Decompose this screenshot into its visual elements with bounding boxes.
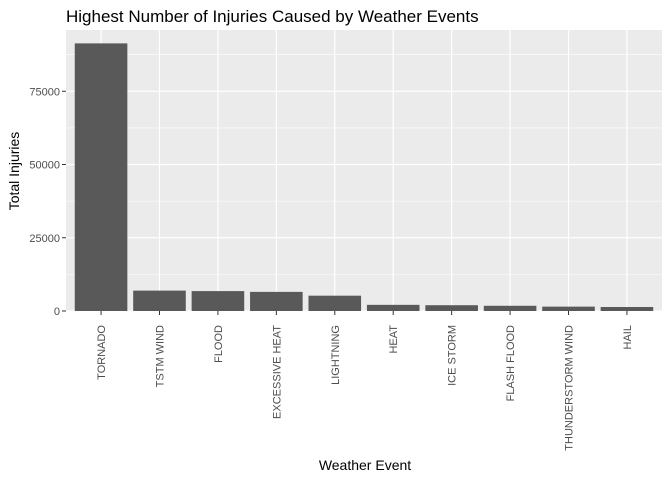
x-tick-label: TSTM WIND xyxy=(154,325,166,387)
y-tick-label: 0 xyxy=(54,306,60,318)
y-axis: 0 25000 50000 75000 xyxy=(29,86,66,318)
x-tick-label: FLOOD xyxy=(213,325,225,363)
chart-title: Highest Number of Injuries Caused by Wea… xyxy=(66,7,479,26)
y-tick-label: 50000 xyxy=(29,160,60,172)
x-tick-label: ICE STORM xyxy=(447,325,459,386)
grid-lines xyxy=(66,30,662,312)
y-tick-label: 25000 xyxy=(29,233,60,245)
bars xyxy=(74,43,654,311)
x-tick-label: HAIL xyxy=(622,325,634,349)
bar xyxy=(133,290,186,311)
bar xyxy=(250,291,303,311)
plot-panel xyxy=(66,30,662,311)
bar xyxy=(308,295,362,311)
x-axis-title: Weather Event xyxy=(319,457,411,473)
bar xyxy=(542,306,595,311)
x-tick-label: FLASH FLOOD xyxy=(505,325,517,401)
bar xyxy=(366,304,420,311)
bar xyxy=(74,43,128,311)
bar xyxy=(600,307,654,311)
y-tick-label: 75000 xyxy=(29,86,60,98)
x-tick-label: THUNDERSTORM WIND xyxy=(564,325,576,451)
x-tick-label: LIGHTNING xyxy=(330,325,342,385)
x-axis: TORNADO TSTM WIND FLOOD EXCESSIVE HEAT LIGHT… xyxy=(96,311,634,451)
x-tick-label: HEAT xyxy=(388,325,400,354)
x-tick-label: TORNADO xyxy=(96,325,108,380)
x-tick-label: EXCESSIVE HEAT xyxy=(271,325,283,419)
bar xyxy=(483,305,537,311)
y-axis-title: Total Injuries xyxy=(6,132,22,211)
bar xyxy=(191,291,245,311)
bar xyxy=(425,305,478,311)
